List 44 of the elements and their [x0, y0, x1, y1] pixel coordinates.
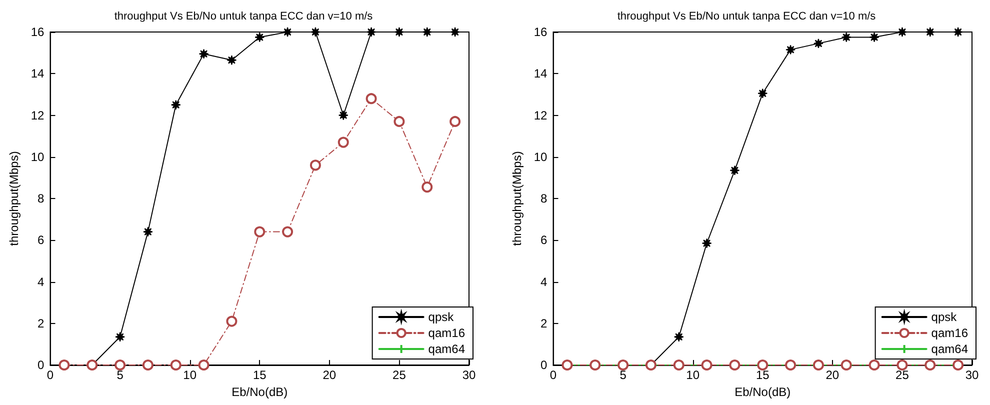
y-tick-label: 16 [30, 25, 45, 39]
y-tick-label: 0 [38, 358, 45, 372]
x-tick-label: 20 [322, 368, 336, 382]
y-tick-label: 12 [534, 108, 548, 122]
legend-label: qam64 [931, 342, 968, 356]
y-tick-label: 2 [38, 316, 45, 330]
x-tick-label: 30 [462, 368, 476, 382]
y-tick-label: 8 [540, 192, 548, 206]
y-tick-label: 8 [38, 192, 45, 206]
y-tick-label: 10 [534, 150, 548, 164]
x-tick-label: 5 [116, 368, 124, 382]
x-tick-label: 10 [183, 368, 197, 382]
chart-title: throughput Vs Eb/No untuk tanpa ECC dan v=10 m/s [114, 10, 374, 22]
x-tick-label: 25 [392, 368, 406, 382]
y-axis-title: throughput(Mbps) [510, 151, 524, 246]
x-axis-title: Eb/No(dB) [734, 384, 791, 399]
y-tick-label: 0 [540, 358, 548, 372]
x-tick-label: 0 [550, 368, 557, 382]
x-tick-label: 5 [620, 368, 627, 382]
y-tick-label: 16 [534, 25, 548, 39]
x-tick-label: 15 [756, 368, 770, 382]
y-tick-label: 14 [534, 66, 548, 81]
y-tick-label: 4 [38, 274, 45, 289]
legend-label: qam16 [931, 326, 968, 340]
x-axis-title: Eb/No(dB) [232, 384, 288, 399]
chart-title: throughput Vs Eb/No untuk tanpa ECC dan v=10 m/s [617, 10, 876, 22]
y-tick-label: 2 [540, 316, 548, 330]
y-tick-label: 10 [30, 150, 45, 164]
y-tick-label: 6 [540, 233, 548, 248]
x-tick-label: 30 [965, 368, 979, 382]
x-tick-label: 0 [46, 368, 54, 382]
legend-label: qpsk [428, 310, 455, 324]
y-axis-title: throughput(Mbps) [7, 151, 21, 246]
x-tick-label: 10 [686, 368, 700, 382]
x-tick-label: 15 [252, 368, 267, 382]
y-tick-label: 6 [38, 233, 45, 248]
x-tick-label: 25 [896, 368, 910, 382]
y-tick-label: 14 [30, 66, 45, 81]
y-tick-label: 4 [540, 274, 548, 289]
legend-label: qam16 [428, 326, 466, 340]
x-tick-label: 20 [826, 368, 840, 382]
legend-label: qpsk [931, 310, 958, 324]
y-tick-label: 12 [30, 108, 45, 122]
legend-label: qam64 [428, 342, 466, 356]
